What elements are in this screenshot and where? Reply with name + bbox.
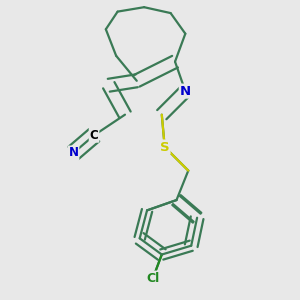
Text: S: S: [160, 141, 169, 154]
Text: Cl: Cl: [146, 272, 160, 285]
Text: N: N: [68, 146, 78, 159]
Text: N: N: [180, 85, 191, 98]
Text: C: C: [90, 129, 98, 142]
